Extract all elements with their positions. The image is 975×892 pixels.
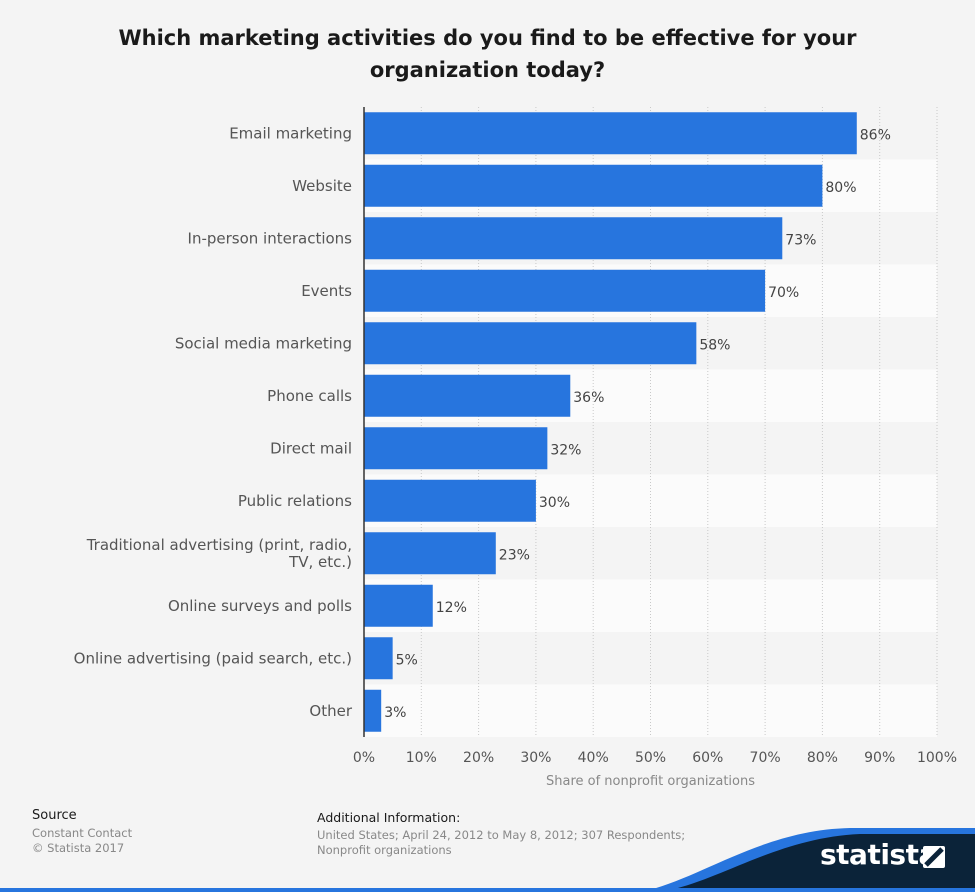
- category-label: Website: [292, 177, 352, 195]
- bar-value-label: 12%: [436, 600, 467, 616]
- bar-value-label: 73%: [785, 232, 816, 248]
- x-tick-label: 60%: [692, 750, 723, 766]
- chart-title: Which marketing activities do you find t…: [0, 22, 975, 86]
- category-label: Online advertising (paid search, etc.): [74, 649, 352, 667]
- category-label: Other: [309, 702, 352, 720]
- bar-value-label: 36%: [573, 390, 604, 406]
- statista-logo-text: statista: [820, 838, 937, 871]
- bar: [364, 269, 766, 312]
- x-axis-title: Share of nonprofit organizations: [546, 774, 755, 789]
- source-line: Constant Contact: [32, 826, 133, 840]
- bar-value-label: 3%: [384, 705, 406, 721]
- source-heading: Source: [32, 808, 77, 823]
- bar: [364, 532, 496, 575]
- x-tick-label: 70%: [750, 750, 781, 766]
- category-label: Traditional advertising (print, radio,: [86, 536, 352, 554]
- chart-title-line-1: Which marketing activities do you find t…: [118, 26, 857, 50]
- bar: [364, 427, 548, 470]
- bar-value-label: 5%: [396, 652, 418, 668]
- bar-value-label: 23%: [499, 547, 530, 563]
- bar-value-label: 30%: [539, 495, 570, 511]
- bar: [364, 637, 393, 680]
- bar: [364, 584, 433, 627]
- bar: [364, 164, 823, 207]
- bar: [364, 374, 571, 417]
- additional-info-line: United States; April 24, 2012 to May 8, …: [317, 828, 686, 842]
- row-band: [364, 632, 937, 685]
- source-block: Source Constant Contact © Statista 2017: [32, 808, 132, 856]
- x-tick-label: 100%: [917, 750, 957, 766]
- x-tick-label: 10%: [406, 750, 437, 766]
- statista-logo-icon: [923, 846, 945, 868]
- x-tick-label: 80%: [807, 750, 838, 766]
- category-label: Direct mail: [270, 439, 352, 457]
- additional-info-block: Additional Information: United States; A…: [317, 810, 737, 858]
- bar: [364, 217, 783, 260]
- additional-info-heading: Additional Information:: [317, 810, 461, 825]
- bar-value-label: 86%: [860, 127, 891, 143]
- category-label: TV, etc.): [288, 553, 352, 571]
- additional-info-line: Nonprofit organizations: [317, 843, 452, 857]
- x-tick-label: 50%: [635, 750, 666, 766]
- bar-chart: 86% Email marketing 80% Website 73% In-person…: [74, 107, 957, 789]
- brand-footer-swoosh: [0, 828, 975, 892]
- x-tick-label: 20%: [463, 750, 494, 766]
- x-tick-label: 30%: [520, 750, 551, 766]
- bar: [364, 112, 857, 155]
- category-label: Events: [301, 282, 352, 300]
- bar-value-label: 58%: [699, 337, 730, 353]
- category-label: Email marketing: [229, 124, 352, 142]
- x-tick-label: 90%: [864, 750, 895, 766]
- chart-title-line-2: organization today?: [369, 58, 606, 82]
- bar: [364, 479, 536, 522]
- category-label: Online surveys and polls: [168, 597, 352, 615]
- bar: [364, 689, 382, 732]
- category-label: In-person interactions: [188, 229, 353, 247]
- bar-value-label: 80%: [825, 180, 856, 196]
- category-label: Public relations: [238, 492, 352, 510]
- category-label: Social media marketing: [175, 334, 352, 352]
- x-tick-label: 40%: [578, 750, 609, 766]
- category-label: Phone calls: [267, 387, 352, 405]
- bar: [364, 322, 697, 365]
- bar-value-label: 70%: [768, 285, 799, 301]
- bar-value-label: 32%: [550, 442, 581, 458]
- copyright-line: © Statista 2017: [32, 841, 125, 855]
- x-tick-label: 0%: [353, 750, 375, 766]
